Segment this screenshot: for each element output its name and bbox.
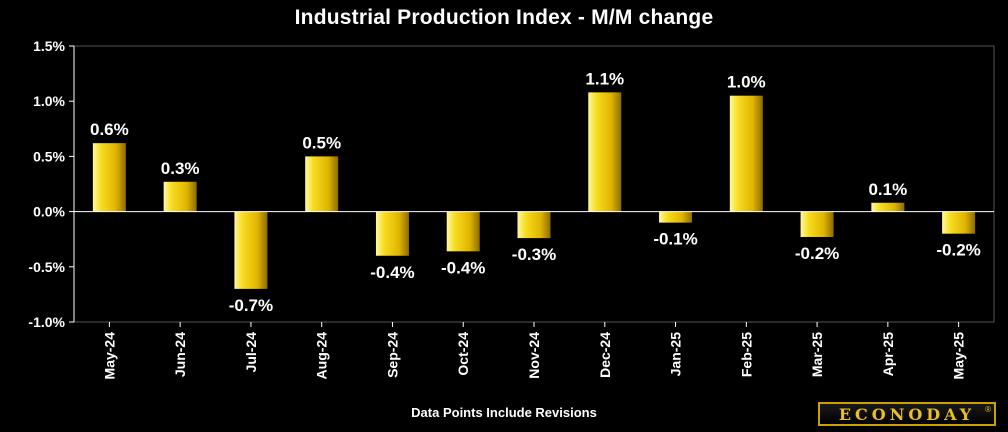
x-tick-label: Oct-24: [455, 332, 471, 376]
x-tick-label: Jan-25: [668, 332, 684, 377]
y-tick-label: -0.5%: [28, 259, 65, 275]
y-tick-label: 1.5%: [33, 38, 65, 54]
x-tick-label: Sep-24: [384, 332, 400, 378]
x-tick-label: May-24: [101, 332, 117, 380]
data-label: 0.1%: [868, 180, 907, 199]
y-axis: 1.5% 1.0% 0.5% 0.0% -0.5% -1.0%: [28, 38, 75, 330]
data-label: -0.7%: [229, 296, 273, 315]
registered-mark: ®: [985, 405, 991, 414]
x-tick-label: Jul-24: [243, 332, 259, 373]
data-label: 0.5%: [302, 133, 341, 152]
data-label: -0.2%: [936, 241, 980, 260]
data-label: -0.1%: [653, 230, 697, 249]
bar-nov-24: [517, 211, 551, 239]
chart-title: Industrial Production Index - M/M change: [294, 6, 714, 29]
footnote: Data Points Include Revisions: [411, 405, 597, 420]
data-labels: 0.6% 0.3% -0.7% 0.5% -0.4% -0.4% -0.3% 1.1% -0.1…: [90, 69, 981, 315]
y-tick-label: 0.5%: [33, 148, 65, 164]
x-tick-label: Aug-24: [314, 332, 330, 380]
x-tick-label: Apr-25: [880, 332, 896, 377]
bar-dec-24: [588, 92, 622, 212]
x-tick-label: Feb-25: [738, 332, 754, 377]
data-label: 1.1%: [585, 69, 624, 88]
x-tick-label: Mar-25: [809, 332, 825, 377]
data-label: -0.4%: [441, 258, 485, 277]
data-label: 0.3%: [161, 159, 200, 178]
plot-area: [73, 45, 995, 323]
x-tick-label: May-25: [951, 332, 967, 380]
bar-sep-24: [375, 211, 409, 256]
bar-jan-25: [659, 211, 693, 223]
bar-apr-25: [871, 202, 905, 212]
x-tick-label: Nov-24: [526, 332, 542, 379]
y-tick-label: -1.0%: [28, 314, 65, 330]
bar-jul-24: [234, 211, 268, 289]
x-tick-label: Jun-24: [172, 332, 188, 377]
data-label: 1.0%: [727, 73, 766, 92]
bar-may-25: [942, 211, 976, 234]
bar-may-24: [92, 143, 126, 212]
y-tick-label: 0.0%: [33, 204, 65, 220]
bar-mar-25: [800, 211, 834, 237]
data-label: -0.2%: [795, 244, 839, 263]
bars: [92, 92, 976, 289]
econoday-logo: ECONODAY ®: [818, 402, 996, 426]
data-label: -0.4%: [370, 263, 414, 282]
x-axis: May-24 Jun-24 Jul-24 Aug-24 Sep-24 Oct-24 Nov-…: [74, 211, 994, 380]
data-label: -0.3%: [512, 245, 556, 264]
logo-text: ECONODAY: [838, 404, 976, 424]
y-tick-label: 1.0%: [33, 93, 65, 109]
data-label: 0.6%: [90, 120, 129, 139]
bar-feb-25: [729, 95, 763, 212]
bar-jun-24: [163, 181, 197, 212]
bar-oct-24: [446, 211, 480, 252]
bar-aug-24: [305, 156, 339, 212]
x-tick-label: Dec-24: [597, 332, 613, 378]
